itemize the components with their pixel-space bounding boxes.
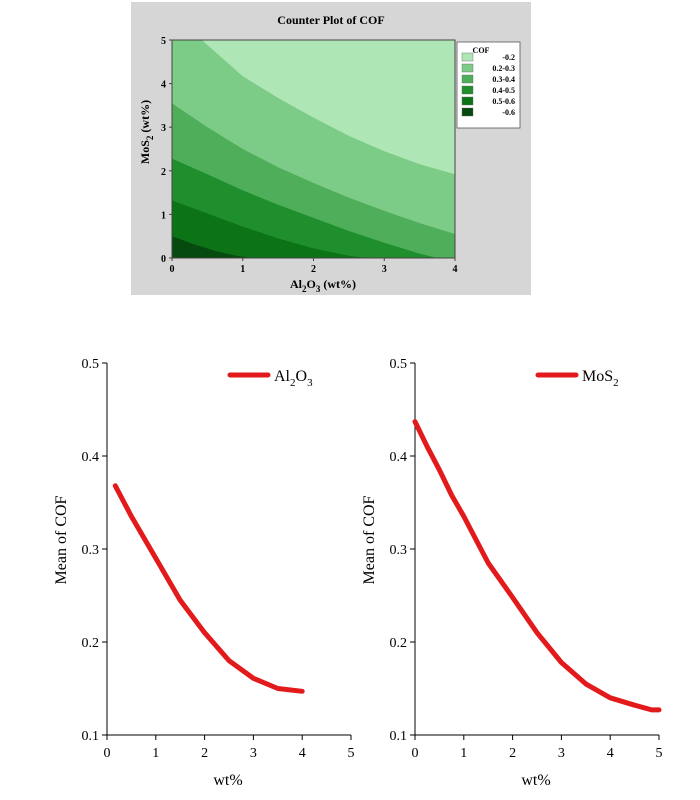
al2o3-y-tick-label: 0.3 [82,543,100,558]
al2o3-y-tick-label: 0.2 [82,636,100,651]
contour-legend-label: -0.6 [502,108,515,117]
contour-y-tick-label: 0 [161,254,166,265]
contour-legend-entries: -0.2 0.2-0.3 0.3-0.4 0.4-0.5 0.5-0.6 -0.6 [461,52,515,117]
al2o3-x-tick-label: 1 [152,746,159,761]
contour-legend-swatch [461,85,474,95]
contour-legend-title: COF [473,46,490,55]
contour-legend-label: 0.5-0.6 [492,97,515,106]
mos2-legend-label: MoS2 [582,368,619,389]
contour-y-tick-label: 1 [161,210,166,221]
al2o3-series-line [112,483,305,694]
contour-region--0.6 [172,236,254,258]
mos2-line-chart: Mean of COF wt% MoS2 0.1 0.2 0.3 0.4 0.5 0 1 2 3… [361,357,663,789]
contour-regions [172,40,455,258]
al2o3-legend-label: Al2O3 [274,368,313,389]
mos2-y-label: Mean of COF [361,495,378,584]
mos2-y-tick-label: 0.2 [390,636,408,651]
al2o3-x-tick-label: 5 [348,746,355,761]
al2o3-y-tick-label: 0.5 [82,357,100,372]
mos2-x-tick-label: 5 [656,746,663,761]
al2o3-legend: Al2O3 [227,368,313,389]
mos2-x-tick-label: 1 [460,746,467,761]
al2o3-x-tick-label: 3 [250,746,257,761]
mos2-x-tick-label: 3 [558,746,565,761]
contour-title: Counter Plot of COF [277,13,384,27]
al2o3-x-tick-label: 0 [104,746,111,761]
contour-y-tick-label: 2 [161,167,166,178]
contour-legend: COF -0.2 0.2-0.3 0.3-0.4 0.4-0.5 0.5-0.6 -0.6 [456,41,521,129]
mos2-y-tick-label: 0.1 [390,729,408,744]
contour-legend-label: 0.2-0.3 [492,64,515,73]
contour-plot: Counter Plot of COF 0 1 2 3 4 0 1 2 3 4 5 Al2O3 (… [138,13,521,294]
contour-legend-swatch [461,96,474,106]
contour-x-tick-label: 0 [170,264,175,275]
mos2-y-tick-label: 0.3 [390,543,408,558]
contour-y-tick-label: 3 [161,123,166,134]
mos2-x-label: wt% [521,772,550,789]
contour-x-tick-label: 2 [311,264,316,275]
contour-legend-swatch [461,107,474,117]
contour-legend-label: 0.3-0.4 [492,75,515,84]
line-charts: Mean of COF wt% Al2O3 0.1 0.2 0.3 0.4 0.5 0 1 2… [53,357,663,789]
mos2-series-line [412,419,662,713]
contour-x-label: Al2O3 (wt%) [290,277,356,294]
al2o3-y-label: Mean of COF [53,495,70,584]
contour-y-tick-label: 4 [161,80,166,91]
contour-legend-label: -0.2 [502,53,515,62]
al2o3-x-label: wt% [213,772,242,789]
mos2-legend: MoS2 [535,368,619,389]
contour-legend-swatch [461,52,474,62]
al2o3-y-tick-label: 0.1 [82,729,100,744]
mos2-x-tick-label: 2 [509,746,516,761]
line-charts-area: Mean of COF wt% Al2O3 0.1 0.2 0.3 0.4 0.5 0 1 2… [0,345,700,795]
mos2-x-tick-label: 4 [607,746,614,761]
contour-legend-label: 0.4-0.5 [492,86,515,95]
mos2-x-tick-label: 0 [412,746,419,761]
contour-legend-swatch [461,74,474,84]
contour-legend-swatch [461,63,474,73]
contour-region-0.5-0.6 [172,200,367,258]
mos2-y-tick-label: 0.5 [390,357,408,372]
mos2-y-tick-label: 0.4 [390,450,408,465]
contour-x-tick-label: 1 [240,264,245,275]
al2o3-x-tick-label: 2 [201,746,208,761]
contour-y-tick-label: 5 [161,36,166,47]
contour-x-tick-label: 4 [453,264,458,275]
al2o3-y-tick-label: 0.4 [82,450,100,465]
contour-y-ticks: 0 1 2 3 4 5 [161,36,172,265]
contour-x-ticks: 0 1 2 3 4 [170,258,458,275]
al2o3-line-chart: Mean of COF wt% Al2O3 0.1 0.2 0.3 0.4 0.5 0 1 2… [53,357,355,789]
contour-x-tick-label: 3 [382,264,387,275]
contour-plot-panel: Counter Plot of COF 0 1 2 3 4 0 1 2 3 4 5 Al2O3 (… [131,2,531,295]
al2o3-x-tick-label: 4 [299,746,306,761]
contour-y-label: MoS2 (wt%) [138,100,155,164]
